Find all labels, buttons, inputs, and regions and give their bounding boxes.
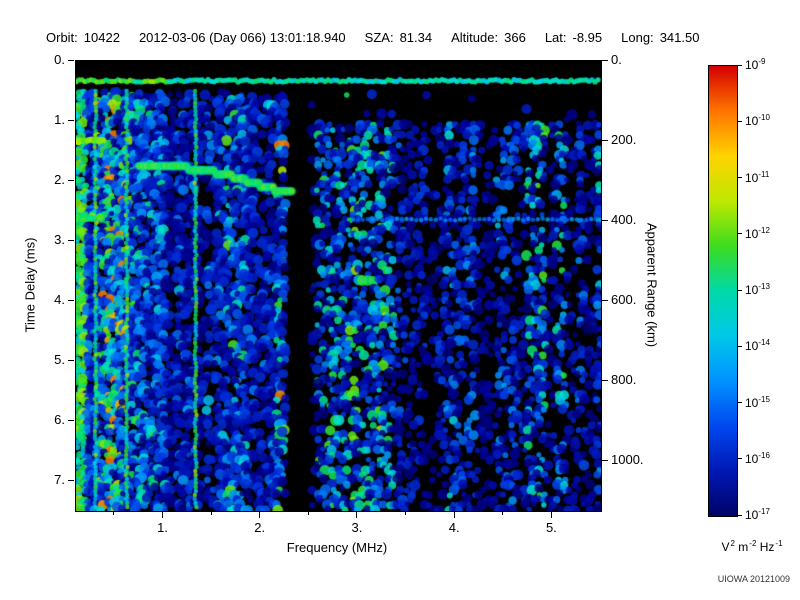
y2-tick-major xyxy=(602,459,608,461)
y-tick-major xyxy=(68,59,74,61)
y-tick-label: 5. xyxy=(54,352,65,367)
colorbar-tick xyxy=(738,458,742,460)
header-item-3: Altitude: 366 xyxy=(451,30,526,45)
y2-tick-label: 200. xyxy=(611,132,637,147)
colorbar-tick-label: 10-13 xyxy=(745,282,770,297)
x-tick-minor xyxy=(502,512,504,515)
x-tick-minor xyxy=(210,512,212,515)
y2-tick-label: 600. xyxy=(611,292,637,307)
y-tick-label: 1. xyxy=(54,112,65,127)
x-tick-minor xyxy=(307,512,309,515)
colorbar-tick-label: 10-10 xyxy=(745,113,770,129)
header-info: Orbit: 10422 2012-03-06 (Day 066) 13:01:18… xyxy=(46,30,786,45)
colorbar-tick-label: 10-9 xyxy=(745,57,766,72)
header-label-5: Long: xyxy=(621,30,654,45)
colorbar-tick xyxy=(738,289,742,291)
colorbar-tick xyxy=(738,64,742,66)
y2-tick-major xyxy=(602,139,608,141)
y-tick-label: 2. xyxy=(54,172,65,187)
y2-axis-title: Apparent Range (km) xyxy=(644,222,660,348)
y2-tick-major xyxy=(602,299,608,301)
y-tick-major xyxy=(68,479,74,481)
y-tick-label: 6. xyxy=(54,412,65,427)
colorbar-tick xyxy=(738,402,742,403)
x-tick-minor xyxy=(405,512,407,515)
x-tick-minor xyxy=(113,512,115,515)
y-tick-label: 3. xyxy=(54,232,65,247)
x-axis-title: Frequency (MHz) xyxy=(286,540,388,555)
colorbar-tick-label: 10-16 xyxy=(745,450,770,466)
header-item-0: Orbit: 10422 xyxy=(46,30,120,45)
y-tick-major xyxy=(68,299,74,301)
colorbar-tick-label: 10-17 xyxy=(745,507,770,522)
y2-tick-major xyxy=(602,59,608,61)
colorbar-gradient xyxy=(708,65,738,517)
header-value-1: 2012-03-06 (Day 066) 13:01:18.940 xyxy=(138,30,346,45)
plot-frame xyxy=(75,60,602,512)
header-item-1: 2012-03-06 (Day 066) 13:01:18.940 xyxy=(139,30,346,45)
y-tick-label: 4. xyxy=(54,292,65,307)
y2-tick-label: 0. xyxy=(611,52,622,67)
watermark: UIOWA 20121009 xyxy=(717,574,790,584)
y2-tick-label: 400. xyxy=(611,212,637,227)
x-tick-label: 2. xyxy=(254,520,266,535)
header-item-4: Lat: -8.95 xyxy=(545,30,602,45)
y-axis-title: Time Delay (ms) xyxy=(22,237,38,333)
x-tick-label: 3. xyxy=(351,520,363,535)
header-value-4: -8.95 xyxy=(572,30,603,45)
colorbar-tick xyxy=(738,345,742,347)
colorbar-unit-label: V2 m-2 Hz-1 xyxy=(721,539,783,554)
colorbar-tick xyxy=(738,514,742,516)
colorbar-tick xyxy=(738,233,742,235)
colorbar-tick-label: 10-12 xyxy=(745,225,770,241)
colorbar-tick xyxy=(738,120,742,122)
header-label-3: Altitude: xyxy=(451,30,499,45)
y-tick-major xyxy=(68,419,74,421)
y-tick-label: 0. xyxy=(54,52,65,67)
header-item-5: Long: 341.50 xyxy=(621,30,699,45)
colorbar-tick-label: 10-11 xyxy=(745,169,770,185)
x-tick-major xyxy=(356,512,358,518)
y-tick-major xyxy=(68,119,74,121)
header-value-5: 341.50 xyxy=(659,30,700,45)
spectrogram-canvas xyxy=(76,61,601,511)
y2-tick-label: 1000. xyxy=(611,452,644,467)
x-tick-label: 1. xyxy=(157,520,168,535)
colorbar-tick-label: 10-14 xyxy=(745,338,770,354)
x-tick-major xyxy=(453,512,455,518)
y2-tick-label: 800. xyxy=(611,372,637,387)
x-tick-label: 5. xyxy=(545,520,557,535)
x-tick-major xyxy=(162,512,163,518)
x-tick-major xyxy=(550,512,552,518)
colorbar-tick-label: 10-15 xyxy=(745,394,770,410)
y-tick-label: 7. xyxy=(54,472,65,487)
colorbar-tick xyxy=(738,177,742,178)
header-label-4: Lat: xyxy=(544,30,567,45)
y-tick-major xyxy=(68,239,74,241)
y2-tick-major xyxy=(602,379,608,381)
header-label-2: SZA: xyxy=(364,30,394,45)
x-tick-label: 4. xyxy=(448,520,460,535)
header-value-0: 10422 xyxy=(83,30,120,45)
y2-tick-major xyxy=(602,219,608,221)
y-tick-major xyxy=(68,179,74,181)
y-tick-major xyxy=(68,359,74,361)
x-tick-major xyxy=(259,512,261,518)
header-label-0: Orbit: xyxy=(46,30,78,45)
header-value-3: 366 xyxy=(504,30,526,45)
header-item-2: SZA: 81.34 xyxy=(365,30,432,45)
header-value-2: 81.34 xyxy=(399,30,433,45)
